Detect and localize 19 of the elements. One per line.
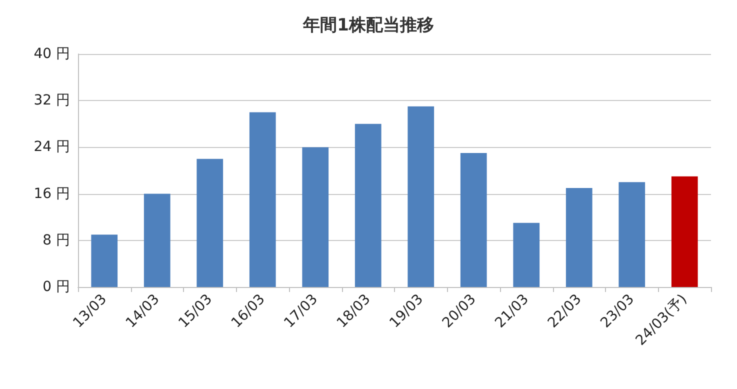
bar: [196, 158, 224, 287]
y-tick-label: 0 円: [42, 279, 70, 295]
bar: [408, 106, 434, 287]
bar: [513, 222, 540, 287]
y-tick-label: 8 円: [42, 232, 70, 248]
bar: [566, 188, 592, 287]
bar: [91, 234, 118, 287]
bar: [144, 194, 170, 287]
bar: [249, 112, 276, 287]
chart-title: 年間1株配当推移: [302, 16, 434, 36]
y-tick-label: 16 円: [34, 186, 70, 202]
bar: [460, 153, 487, 287]
y-tick-label: 32 円: [34, 92, 70, 109]
bar: [618, 182, 646, 287]
bar: [354, 124, 382, 287]
bar: [671, 176, 698, 287]
bar: [302, 147, 329, 287]
y-tick-label: 24 円: [34, 139, 70, 156]
y-tick-label: 40 円: [34, 46, 70, 62]
